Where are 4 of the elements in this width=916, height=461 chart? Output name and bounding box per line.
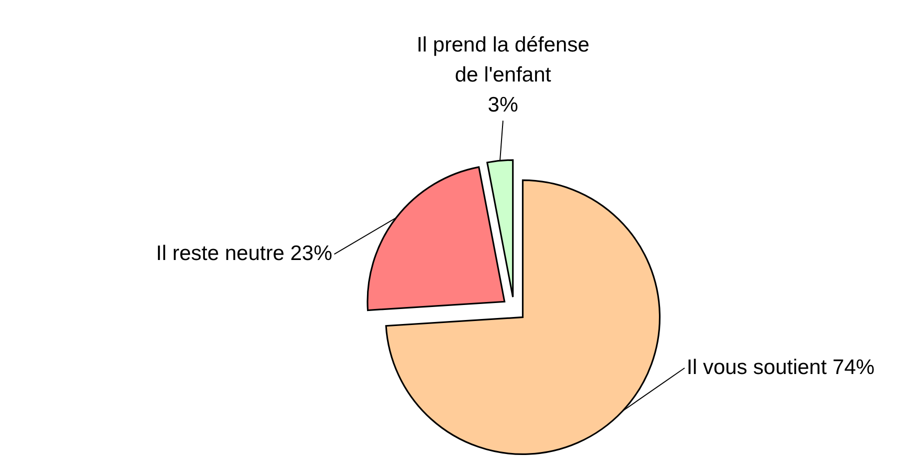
slice-label: Il prend la défense de l'enfant [416, 34, 590, 87]
slice-label: Il vous soutient 74% [686, 356, 875, 379]
data-label: 3% [488, 94, 518, 117]
slice-label: Il reste neutre 23% [156, 242, 332, 266]
